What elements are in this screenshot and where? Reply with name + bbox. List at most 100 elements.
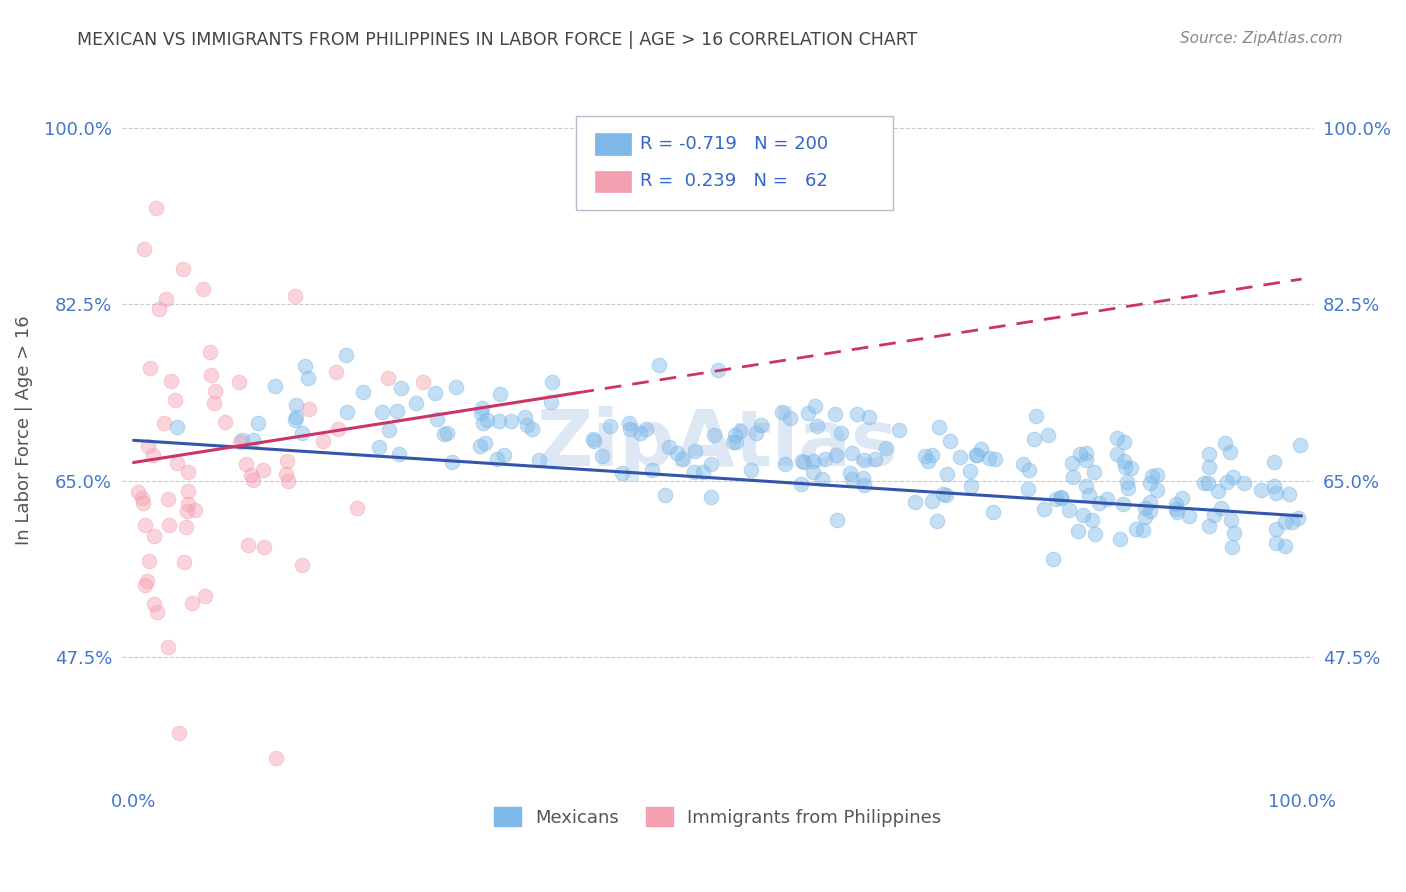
Point [1286,511,1309,525]
Point [1018,463,1040,477]
Point [875,441,897,455]
Point [1216,475,1239,489]
Point [177,483,200,498]
Point [749,417,772,432]
Point [707,363,730,377]
Point [779,410,801,425]
Point [1198,447,1220,461]
Point [1140,468,1163,483]
Point [814,452,837,467]
Point [516,417,538,432]
Point [335,348,357,362]
Point [242,474,264,488]
Point [1194,475,1216,490]
Point [176,504,198,518]
Point [745,426,768,441]
Y-axis label: In Labor Force | Age > 16: In Labor Force | Age > 16 [15,316,32,545]
Point [134,517,156,532]
Point [1114,460,1136,475]
Point [591,450,613,464]
Point [1198,459,1220,474]
Point [1105,447,1128,461]
Point [276,454,298,468]
Point [1050,490,1073,504]
Point [488,387,510,401]
Point [228,375,250,389]
Point [928,420,950,434]
Point [177,465,200,479]
Point [1211,501,1233,516]
Point [703,428,725,442]
Point [1263,479,1285,493]
Point [157,640,180,655]
Point [264,751,287,765]
Point [127,485,149,500]
Point [1125,522,1147,536]
Point [658,440,681,454]
Point [1213,436,1236,450]
Point [1274,515,1296,529]
Point [377,371,399,385]
Point [692,465,714,479]
Point [136,439,159,453]
Point [1264,536,1286,550]
Point [806,418,828,433]
Point [477,413,499,427]
Point [1233,475,1256,490]
Point [291,558,314,572]
Point [1116,482,1139,496]
Point [1105,431,1128,445]
Point [804,400,827,414]
Point [904,495,927,509]
Point [728,425,751,439]
Point [425,386,447,401]
Point [724,428,747,442]
Point [825,448,848,462]
Point [935,488,957,502]
Point [914,449,936,463]
Point [863,452,886,467]
Point [247,416,270,430]
Point [811,472,834,486]
Point [231,433,253,447]
Point [1166,505,1188,519]
Point [1139,504,1161,518]
Point [841,446,863,460]
Point [277,474,299,488]
Point [889,423,911,437]
Point [683,466,706,480]
Point [790,453,813,467]
Point [852,453,875,467]
Point [1116,475,1139,490]
Point [858,409,880,424]
Point [1281,515,1303,529]
Point [152,416,174,430]
Point [1074,453,1097,467]
Text: R =  0.239   N =   62: R = 0.239 N = 62 [640,172,828,190]
Point [146,605,169,619]
Point [1081,513,1104,527]
Point [1083,465,1105,479]
Point [148,302,170,317]
Point [540,395,562,409]
Point [1062,470,1084,484]
Point [264,379,287,393]
Point [725,435,748,450]
Point [665,446,688,460]
Point [1166,497,1188,511]
Point [1178,508,1201,523]
Point [1171,491,1194,506]
Legend: Mexicans, Immigrants from Philippines: Mexicans, Immigrants from Philippines [486,800,949,834]
Point [1095,491,1118,506]
Point [285,398,308,412]
Point [1074,478,1097,492]
Point [177,497,200,511]
Point [1049,491,1071,505]
Point [648,358,671,372]
Point [1112,497,1135,511]
Point [841,472,863,486]
Point [1133,509,1156,524]
Point [159,517,181,532]
Point [488,414,510,428]
Point [1164,502,1187,516]
